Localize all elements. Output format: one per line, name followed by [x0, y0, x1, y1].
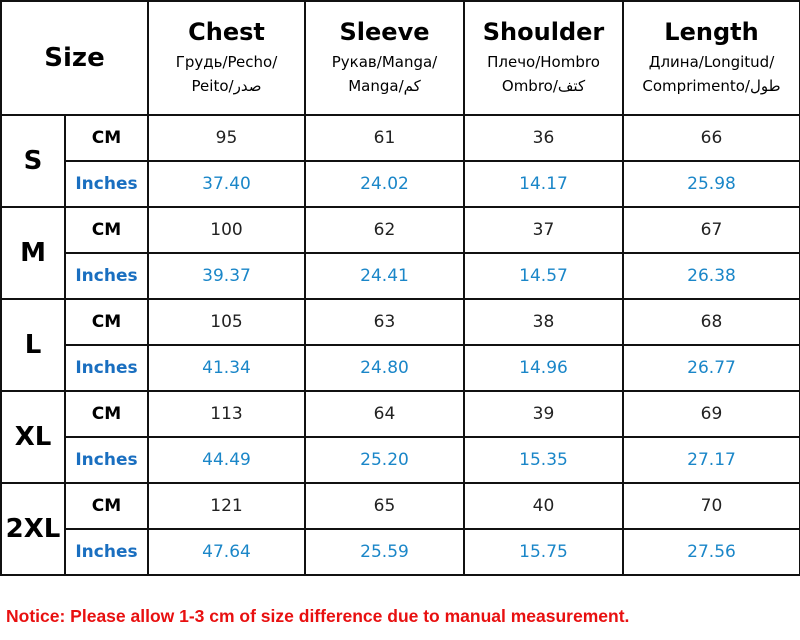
value-cell: 39: [463, 390, 624, 438]
size-header: Size: [0, 0, 149, 116]
value-cell: 95: [147, 114, 306, 162]
value-cell: 15.75: [463, 528, 624, 576]
row: L CM 105 63 38 68: [0, 298, 800, 392]
column-subtitle: Грудь/Pecho/: [175, 53, 278, 71]
size-label: S: [0, 114, 66, 208]
value-cell: 25.98: [622, 160, 800, 208]
value-cell: 26.38: [622, 252, 800, 300]
value-cell: 39.37: [147, 252, 306, 300]
row: Inches 37.40 24.02 14.17 25.98: [1, 160, 800, 208]
value-cell: 47.64: [147, 528, 306, 576]
row: M CM 100 62 37 67: [0, 206, 800, 300]
value-cell: 14.96: [463, 344, 624, 392]
value-cell: 64: [304, 390, 465, 438]
unit-label: CM: [64, 114, 149, 162]
column-header: Shoulder Плечо/Hombro Ombro/كتف: [463, 0, 624, 116]
column-title: Chest: [188, 18, 265, 46]
value-cell: 66: [622, 114, 800, 162]
value-cell: 68: [622, 298, 800, 346]
row: Inches 44.49 25.20 15.35 27.17: [1, 436, 800, 484]
value-cell: 36: [463, 114, 624, 162]
value-cell: 27.17: [622, 436, 800, 484]
value-cell: 63: [304, 298, 465, 346]
unit-label: Inches: [64, 436, 149, 484]
notice: Notice: Please allow 1-3 cm of size diff…: [6, 606, 630, 626]
unit-label: Inches: [64, 160, 149, 208]
value-cell: 24.80: [304, 344, 465, 392]
value-cell: 26.77: [622, 344, 800, 392]
unit-label: CM: [64, 390, 149, 438]
value-cell: 25.59: [304, 528, 465, 576]
column-subtitle: Рукав/Manga/: [331, 53, 438, 71]
unit-label: Inches: [64, 528, 149, 576]
value-cell: 61: [304, 114, 465, 162]
row: Inches 47.64 25.59 15.75 27.56: [1, 528, 800, 576]
unit-label: Inches: [64, 252, 149, 300]
value-cell: 105: [147, 298, 306, 346]
column-header: Length Длина/Longitud/Comprimento/طول: [622, 0, 800, 116]
size-label: L: [0, 298, 66, 392]
value-cell: 100: [147, 206, 306, 254]
value-cell: 44.49: [147, 436, 306, 484]
value-cell: 65: [304, 482, 465, 530]
row: XL CM 113 64 39 69: [0, 390, 800, 484]
row: S CM 95 61 36 66: [0, 114, 800, 208]
value-cell: 40: [463, 482, 624, 530]
column-header: Sleeve Рукав/Manga/Manga/كم: [304, 0, 465, 116]
column-subtitle: Плечо/Hombro: [487, 53, 600, 71]
value-cell: 24.41: [304, 252, 465, 300]
unit-label: CM: [64, 298, 149, 346]
value-cell: 62: [304, 206, 465, 254]
column-title: Length: [664, 18, 759, 46]
value-cell: 37: [463, 206, 624, 254]
row: 2XL CM 121 65 40 70: [0, 482, 800, 576]
column-header: Chest Грудь/Pecho/Peito/صدر: [147, 0, 306, 116]
value-cell: 67: [622, 206, 800, 254]
value-cell: 38: [463, 298, 624, 346]
size-label: XL: [0, 390, 66, 484]
value-cell: 15.35: [463, 436, 624, 484]
header-row: Size Chest Грудь/Pecho/Peito/صدر Sleeve Рука…: [0, 0, 800, 116]
value-cell: 70: [622, 482, 800, 530]
row: Inches 39.37 24.41 14.57 26.38: [1, 252, 800, 300]
value-cell: 121: [147, 482, 306, 530]
size-table: Size Chest Грудь/Pecho/Peito/صدر Sleeve Рука…: [0, 0, 800, 576]
value-cell: 113: [147, 390, 306, 438]
column-title: Shoulder: [482, 18, 605, 46]
column-subtitle: Comprimento/طول: [642, 77, 781, 95]
value-cell: 25.20: [304, 436, 465, 484]
column-subtitle: Manga/كم: [348, 77, 421, 95]
unit-label: CM: [64, 482, 149, 530]
value-cell: 14.57: [463, 252, 624, 300]
unit-label: CM: [64, 206, 149, 254]
column-subtitle: Ombro/كتف: [501, 77, 586, 95]
value-cell: 27.56: [622, 528, 800, 576]
row: Inches 41.34 24.80 14.96 26.77: [1, 344, 800, 392]
value-cell: 24.02: [304, 160, 465, 208]
value-cell: 41.34: [147, 344, 306, 392]
size-label: 2XL: [0, 482, 66, 576]
unit-label: Inches: [64, 344, 149, 392]
column-subtitle: Peito/صدر: [191, 77, 262, 95]
column-subtitle: Длина/Longitud/: [648, 53, 775, 71]
value-cell: 14.17: [463, 160, 624, 208]
size-label: M: [0, 206, 66, 300]
value-cell: 37.40: [147, 160, 306, 208]
column-title: Sleeve: [339, 18, 430, 46]
value-cell: 69: [622, 390, 800, 438]
